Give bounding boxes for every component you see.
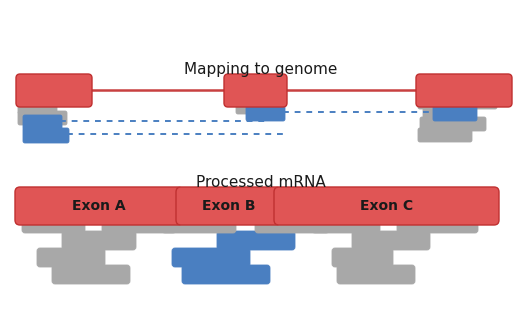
FancyBboxPatch shape	[236, 100, 270, 114]
FancyBboxPatch shape	[217, 231, 295, 250]
FancyBboxPatch shape	[182, 265, 270, 284]
FancyBboxPatch shape	[18, 111, 67, 125]
Text: Exon C: Exon C	[360, 199, 413, 213]
FancyBboxPatch shape	[418, 95, 497, 109]
FancyBboxPatch shape	[22, 214, 85, 233]
FancyBboxPatch shape	[62, 231, 136, 250]
FancyBboxPatch shape	[176, 187, 281, 225]
Text: Exon A: Exon A	[72, 199, 126, 213]
FancyBboxPatch shape	[172, 248, 250, 267]
Text: Processed mRNA: Processed mRNA	[196, 175, 326, 190]
FancyBboxPatch shape	[418, 128, 472, 142]
FancyBboxPatch shape	[337, 265, 415, 284]
Text: Mapping to genome: Mapping to genome	[184, 62, 338, 77]
FancyBboxPatch shape	[23, 128, 69, 143]
FancyBboxPatch shape	[397, 214, 478, 233]
FancyBboxPatch shape	[37, 248, 105, 267]
FancyBboxPatch shape	[162, 214, 236, 233]
FancyBboxPatch shape	[102, 214, 176, 233]
FancyBboxPatch shape	[16, 74, 92, 107]
Text: Exon B: Exon B	[201, 199, 255, 213]
FancyBboxPatch shape	[332, 248, 393, 267]
FancyBboxPatch shape	[246, 106, 285, 121]
FancyBboxPatch shape	[224, 74, 287, 107]
FancyBboxPatch shape	[274, 187, 499, 225]
FancyBboxPatch shape	[18, 89, 62, 103]
FancyBboxPatch shape	[255, 214, 329, 233]
FancyBboxPatch shape	[312, 214, 380, 233]
FancyBboxPatch shape	[52, 265, 130, 284]
FancyBboxPatch shape	[423, 106, 475, 120]
FancyBboxPatch shape	[416, 74, 512, 107]
FancyBboxPatch shape	[420, 117, 486, 131]
FancyBboxPatch shape	[352, 231, 430, 250]
FancyBboxPatch shape	[433, 106, 477, 121]
FancyBboxPatch shape	[23, 115, 62, 130]
FancyBboxPatch shape	[18, 100, 57, 114]
FancyBboxPatch shape	[15, 187, 183, 225]
